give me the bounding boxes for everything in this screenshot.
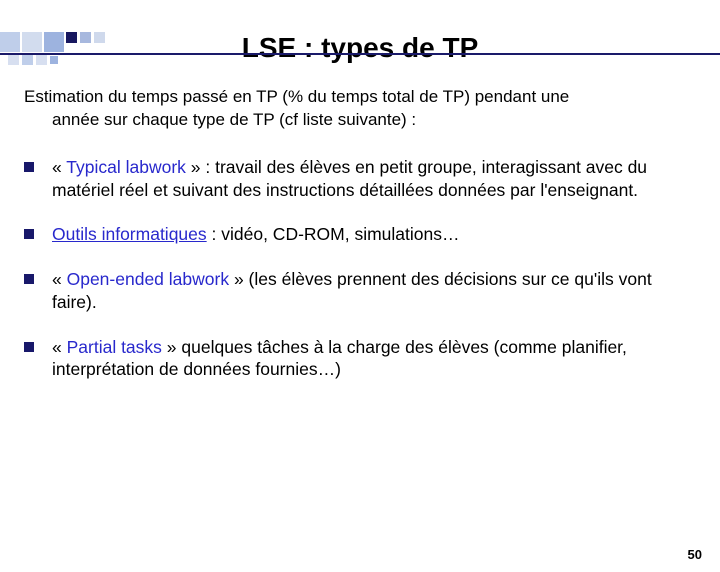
list-item-text: « Typical labwork » : travail des élèves… [52,156,696,202]
list-item: « Open-ended labwork » (les élèves prenn… [24,268,696,314]
intro-text: Estimation du temps passé en TP (% du te… [0,86,720,132]
square-bullet-icon [24,229,34,239]
square-bullet-icon [24,274,34,284]
list-item-text: « Open-ended labwork » (les élèves prenn… [52,268,696,314]
bullet-list: « Typical labwork » : travail des élèves… [0,156,720,381]
page-number: 50 [688,547,702,562]
list-item-text: Outils informatiques : vidéo, CD-ROM, si… [52,223,460,246]
item-prefix: « [52,157,66,177]
highlight-term: Typical labwork [66,157,186,177]
item-rest: : vidéo, CD-ROM, simulations… [207,224,460,244]
list-item: « Typical labwork » : travail des élèves… [24,156,696,202]
intro-line2: année sur chaque type de TP (cf liste su… [24,109,696,132]
intro-line1: Estimation du temps passé en TP (% du te… [24,87,569,106]
highlight-term: Open-ended labwork [67,269,229,289]
square-bullet-icon [24,342,34,352]
item-prefix: « [52,269,67,289]
square-bullet-icon [24,162,34,172]
decor-svg [0,32,720,68]
list-item: « Partial tasks » quelques tâches à la c… [24,336,696,382]
corner-decoration [0,32,720,62]
highlight-term: Outils informatiques [52,224,207,244]
list-item-text: « Partial tasks » quelques tâches à la c… [52,336,696,382]
list-item: Outils informatiques : vidéo, CD-ROM, si… [24,223,696,246]
highlight-term: Partial tasks [67,337,162,357]
item-prefix: « [52,337,67,357]
